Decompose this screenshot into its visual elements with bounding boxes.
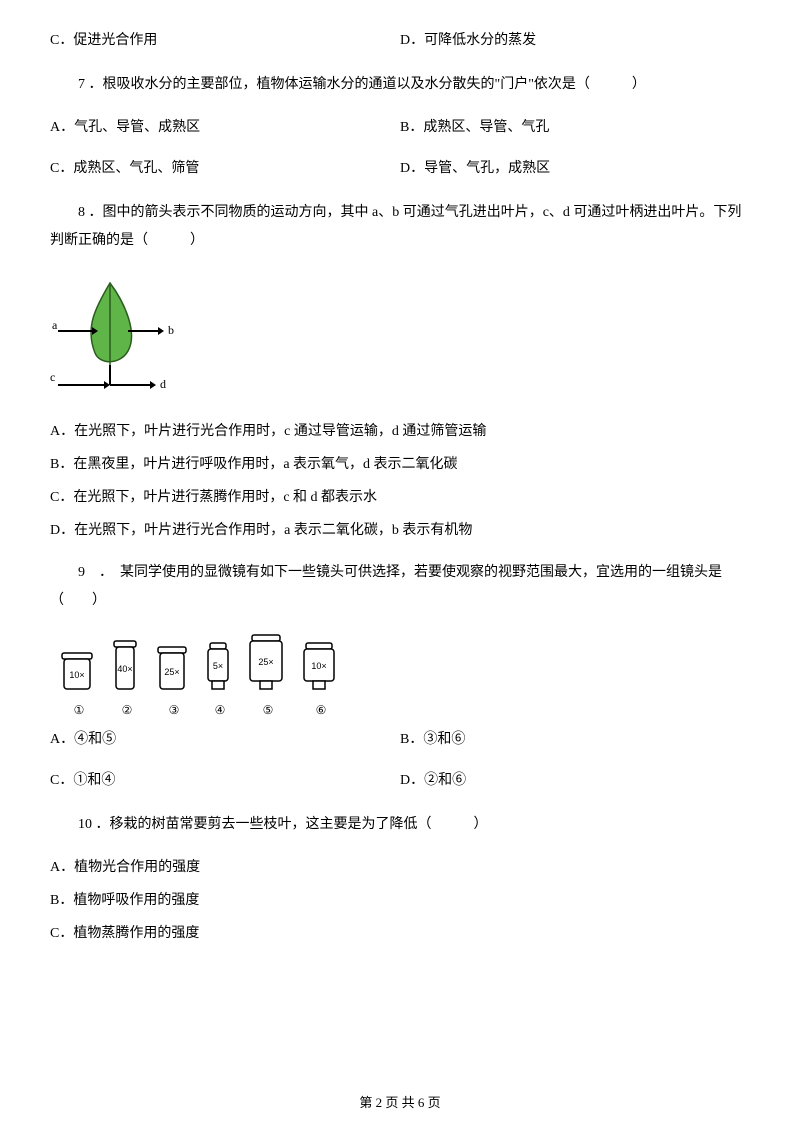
lens-item: 40× ② — [112, 639, 142, 719]
q9-lens-figure: 10× ① 40× ② 25× ③ 5× ④ 25× ⑤ 10× ⑥ — [60, 633, 750, 719]
q7-row1: A．气孔、导管、成熟区 B．成熟区、导管、气孔 — [50, 117, 750, 138]
q7-stem: 7 ．根吸收水分的主要部位，植物体运输水分的通道以及水分散失的"门户"依次是（ … — [50, 71, 750, 99]
lens-item: 10× ⑥ — [302, 641, 340, 719]
objective-icon: 25× — [248, 633, 288, 697]
q7-opt-b: B．成熟区、导管、气孔 — [400, 117, 750, 138]
lens-item: 10× ① — [60, 651, 98, 719]
lens-number: ① — [74, 701, 85, 719]
svg-text:25×: 25× — [258, 657, 273, 667]
lens-item: 25× ③ — [156, 645, 192, 719]
label-d: d — [160, 377, 166, 391]
q10-opt-c: C．植物蒸腾作用的强度 — [50, 923, 750, 944]
q6-opt-d: D．可降低水分的蒸发 — [400, 30, 750, 51]
q7-opt-a: A．气孔、导管、成熟区 — [50, 117, 400, 138]
label-b: b — [168, 323, 174, 337]
svg-text:40×: 40× — [117, 664, 132, 674]
q9-opt-c: C．①和④ — [50, 770, 400, 791]
label-a: a — [52, 318, 58, 332]
lens-item: 25× ⑤ — [248, 633, 288, 719]
eyepiece-icon: 10× — [60, 651, 98, 697]
q9-row1: A．④和⑤ B．③和⑥ — [50, 729, 750, 750]
q6-opt-c: C．促进光合作用 — [50, 30, 400, 51]
eyepiece-icon: 40× — [112, 639, 142, 697]
svg-text:5×: 5× — [213, 661, 223, 671]
q10-opt-b: B．植物呼吸作用的强度 — [50, 890, 750, 911]
svg-text:25×: 25× — [164, 667, 179, 677]
q8-opt-a: A．在光照下，叶片进行光合作用时，c 通过导管运输，d 通过筛管运输 — [50, 421, 750, 442]
q8-stem: 8 ．图中的箭头表示不同物质的运动方向，其中 a、b 可通过气孔进出叶片，c、d… — [50, 199, 750, 255]
eyepiece-icon: 25× — [156, 645, 192, 697]
q7-opt-c: C．成熟区、气孔、筛管 — [50, 158, 400, 179]
q10-stem: 10 ．移栽的树苗常要剪去一些枝叶，这主要是为了降低（ ） — [50, 811, 750, 839]
q7-row2: C．成熟区、气孔、筛管 D．导管、气孔，成熟区 — [50, 158, 750, 179]
lens-item: 5× ④ — [206, 641, 234, 719]
q10-options: A．植物光合作用的强度 B．植物呼吸作用的强度 C．植物蒸腾作用的强度 — [50, 857, 750, 944]
q9-row2: C．①和④ D．②和⑥ — [50, 770, 750, 791]
lens-number: ⑥ — [316, 701, 327, 719]
q8-options: A．在光照下，叶片进行光合作用时，c 通过导管运输，d 通过筛管运输 B．在黑夜… — [50, 421, 750, 541]
q8-opt-c: C．在光照下，叶片进行蒸腾作用时，c 和 d 都表示水 — [50, 487, 750, 508]
q6-options-row: C．促进光合作用 D．可降低水分的蒸发 — [50, 30, 750, 51]
svg-text:10×: 10× — [311, 661, 326, 671]
objective-icon: 5× — [206, 641, 234, 697]
objective-icon: 10× — [302, 641, 340, 697]
q9-opt-b: B．③和⑥ — [400, 729, 750, 750]
q8-leaf-figure: a b c d — [50, 273, 750, 403]
leaf-icon: a b c d — [50, 273, 180, 403]
label-c: c — [50, 370, 55, 384]
q8-opt-b: B．在黑夜里，叶片进行呼吸作用时，a 表示氧气，d 表示二氧化碳 — [50, 454, 750, 475]
page-footer: 第 2 页 共 6 页 — [0, 1093, 800, 1113]
q10-opt-a: A．植物光合作用的强度 — [50, 857, 750, 878]
q9-stem: 9 ． 某同学使用的显微镜有如下一些镜头可供选择，若要使观察的视野范围最大，宜选… — [50, 559, 750, 615]
lens-number: ③ — [169, 701, 180, 719]
q7-opt-d: D．导管、气孔，成熟区 — [400, 158, 750, 179]
lens-number: ② — [122, 701, 133, 719]
q8-opt-d: D．在光照下，叶片进行光合作用时，a 表示二氧化碳，b 表示有机物 — [50, 520, 750, 541]
q9-opt-d: D．②和⑥ — [400, 770, 750, 791]
svg-text:10×: 10× — [69, 670, 84, 680]
q9-opt-a: A．④和⑤ — [50, 729, 400, 750]
lens-number: ⑤ — [263, 701, 274, 719]
lens-number: ④ — [215, 701, 226, 719]
